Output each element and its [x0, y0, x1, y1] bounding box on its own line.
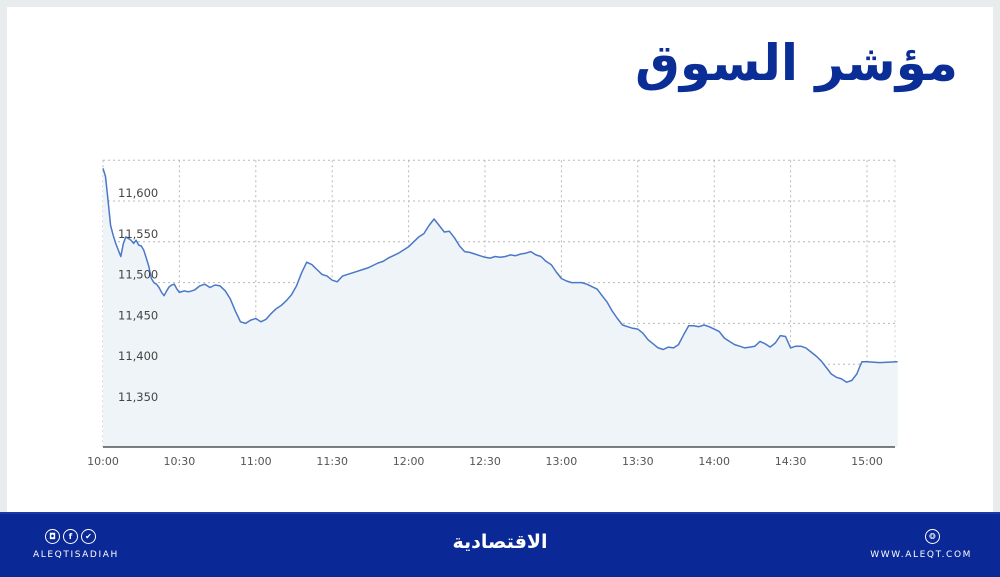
- frame-right: [993, 0, 1000, 512]
- instagram-icon[interactable]: ◘: [45, 529, 60, 544]
- x-tick-label: 15:00: [851, 455, 883, 468]
- page-title: مؤشر السوق: [635, 34, 958, 92]
- twitter-icon[interactable]: ✔: [81, 529, 96, 544]
- facebook-icon[interactable]: f: [63, 529, 78, 544]
- y-tick-label: 11,450: [118, 308, 158, 322]
- brand-logo: الاقتصادية: [452, 531, 548, 553]
- x-tick-label: 11:30: [316, 455, 348, 468]
- x-tick-label: 10:30: [164, 455, 196, 468]
- website-link[interactable]: WWW.ALEQT.COM: [870, 550, 972, 560]
- y-axis-ticks: 11,350 11,400 11,450 11,500 11,550 11,600: [118, 186, 158, 404]
- social-handle: ALEQTISADIAH: [33, 550, 119, 560]
- frame-left: [0, 0, 7, 512]
- x-tick-label: 12:30: [469, 455, 501, 468]
- y-tick-label: 11,600: [118, 186, 158, 200]
- y-tick-label: 11,550: [118, 227, 158, 241]
- y-tick-label: 11,500: [118, 268, 158, 282]
- x-tick-label: 11:00: [240, 455, 272, 468]
- line-chart: 11,350 11,400 11,450 11,500 11,550 11,600 10:…: [87, 159, 898, 468]
- x-tick-label: 13:30: [622, 455, 654, 468]
- x-axis-ticks: 10:00 10:30 11:00 11:30 12:00 12:30 13:00 13:30…: [87, 455, 883, 468]
- x-tick-label: 14:00: [698, 455, 730, 468]
- x-tick-label: 12:00: [393, 455, 425, 468]
- frame-top: [0, 0, 1000, 7]
- footer-bar: ◘ f ✔ ALEQTISADIAH الاقتصادية ❂ WWW.ALEQ…: [0, 512, 1000, 577]
- y-tick-label: 11,400: [118, 349, 158, 363]
- chart-area-fill: [103, 168, 898, 447]
- y-tick-label: 11,350: [118, 390, 158, 404]
- globe-icon: ❂: [925, 529, 940, 544]
- x-tick-label: 10:00: [87, 455, 119, 468]
- x-tick-label: 14:30: [775, 455, 807, 468]
- x-tick-label: 13:00: [546, 455, 578, 468]
- chart-line: [102, 168, 898, 383]
- social-icons: ◘ f ✔: [45, 529, 96, 544]
